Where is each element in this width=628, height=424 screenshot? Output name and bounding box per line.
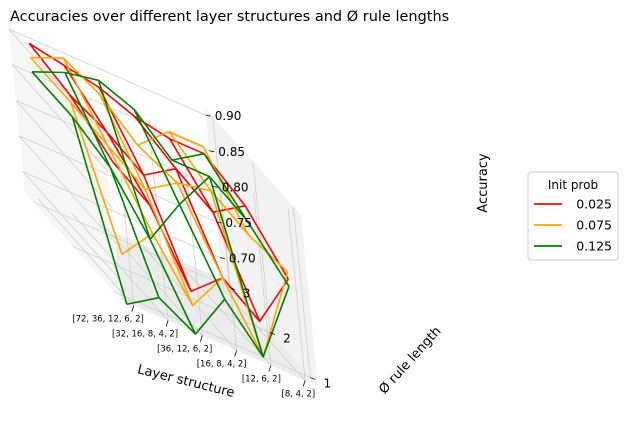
- z-axis-label: Accuracy: [476, 153, 491, 213]
- series-line-column: [134, 116, 224, 279]
- series-line-column: [99, 94, 194, 306]
- series-0.125: [31, 71, 290, 358]
- x-tick-label: [36, 12, 6, 2]: [157, 345, 212, 355]
- x-tick-mark: [165, 320, 169, 327]
- series-line-row: [30, 56, 204, 148]
- z-tick-mark: [212, 185, 218, 188]
- z-tick-label: 0.85: [218, 145, 245, 159]
- series-line-row: [71, 116, 248, 241]
- grid-line-x-wall: [219, 179, 238, 351]
- grid-line-y-floor: [32, 201, 230, 288]
- axis-ticks: [72, 36, 12, 6, 2] [32, 16, 8, 4, 2] [36, …: [72, 109, 331, 399]
- series-0.075: [30, 56, 289, 358]
- grid-line-z-back: [22, 171, 221, 258]
- y-axis-label: Ø rule length: [376, 324, 444, 397]
- grid-line-z-left: [11, 64, 109, 173]
- series-line-column: [171, 159, 264, 358]
- grid-line-z-left: [15, 100, 113, 208]
- grid-line-z-back: [8, 28, 206, 116]
- grid-line-x-wall: [287, 209, 306, 381]
- series-line-column: [203, 153, 290, 287]
- left-wall-pane: [8, 22, 121, 300]
- grid-lines: [8, 28, 311, 381]
- z-tick-mark: [209, 150, 215, 153]
- legend-label: 0.125: [576, 239, 612, 254]
- data-series: [28, 42, 290, 358]
- x-tick-mark: [131, 305, 135, 312]
- grid-line-y-wall: [292, 206, 311, 378]
- legend-label: 0.025: [576, 197, 612, 212]
- x-tick-mark: [199, 335, 203, 342]
- series-line-row: [31, 71, 205, 161]
- grid-line-z-left: [8, 28, 106, 137]
- x-tick-label: [72, 36, 12, 6, 2]: [72, 315, 144, 325]
- x-tick-label: [32, 16, 8, 4, 2]: [112, 330, 178, 340]
- y-tick-label: 2: [283, 332, 291, 346]
- series-line-column: [28, 42, 114, 163]
- z-tick-label: 0.80: [222, 180, 249, 194]
- legend-title: Init prob: [548, 178, 598, 192]
- x-tick-label: [12, 6, 2]: [242, 374, 281, 384]
- z-tick-label: 0.90: [215, 109, 242, 123]
- series-line-row: [126, 286, 290, 358]
- grid-line-z-back: [12, 64, 210, 152]
- x-tick-mark: [302, 380, 306, 387]
- series-line-column: [97, 80, 197, 335]
- series-line-column: [133, 109, 226, 300]
- series-line-column: [64, 72, 160, 298]
- y-tick-mark: [269, 332, 276, 335]
- y-tick-label: 1: [323, 376, 331, 390]
- legend: Init prob 0.025 0.075 0.125: [527, 171, 619, 261]
- z-tick-mark: [205, 114, 211, 117]
- x-tick-label: [16, 8, 4, 2]: [197, 359, 247, 369]
- series-line-row: [121, 232, 289, 358]
- grid-line-z-left: [19, 135, 116, 244]
- grid-line-z-back: [19, 135, 217, 223]
- y-tick-mark: [310, 377, 316, 380]
- y-tick-label: 3: [243, 287, 251, 301]
- x-tick-label: [8, 4, 2]: [282, 389, 316, 399]
- z-tick-label: 0.70: [229, 252, 256, 266]
- series-line-column: [98, 87, 192, 292]
- series-line-row: [69, 94, 246, 213]
- grid-line-x-wall: [116, 134, 135, 306]
- series-line-row: [112, 161, 289, 323]
- series-line-column: [137, 144, 224, 279]
- z-tick-label: 0.75: [225, 216, 252, 230]
- z-tick-mark: [216, 221, 222, 224]
- legend-frame: [527, 171, 619, 261]
- x-tick-mark: [234, 350, 238, 357]
- grid-line-x-wall: [253, 194, 272, 366]
- grid-line-y-floor: [113, 291, 311, 378]
- grid-line-x-wall: [150, 149, 169, 321]
- z-tick-mark: [219, 257, 225, 260]
- series-line-row: [70, 101, 249, 235]
- series-line-column: [168, 131, 264, 358]
- series-line-column: [62, 57, 154, 234]
- legend-label: 0.075: [576, 218, 612, 233]
- chart-title: Accuracies over different layer structur…: [10, 9, 449, 25]
- series-0.025: [28, 42, 289, 323]
- y-tick-mark: [229, 287, 235, 290]
- series-line-column: [203, 153, 289, 280]
- grid-line-z-left: [22, 171, 120, 279]
- series-line-column: [169, 138, 261, 322]
- x-tick-mark: [268, 365, 272, 372]
- grid-line-x-wall: [184, 164, 203, 336]
- series-line-column: [31, 71, 128, 305]
